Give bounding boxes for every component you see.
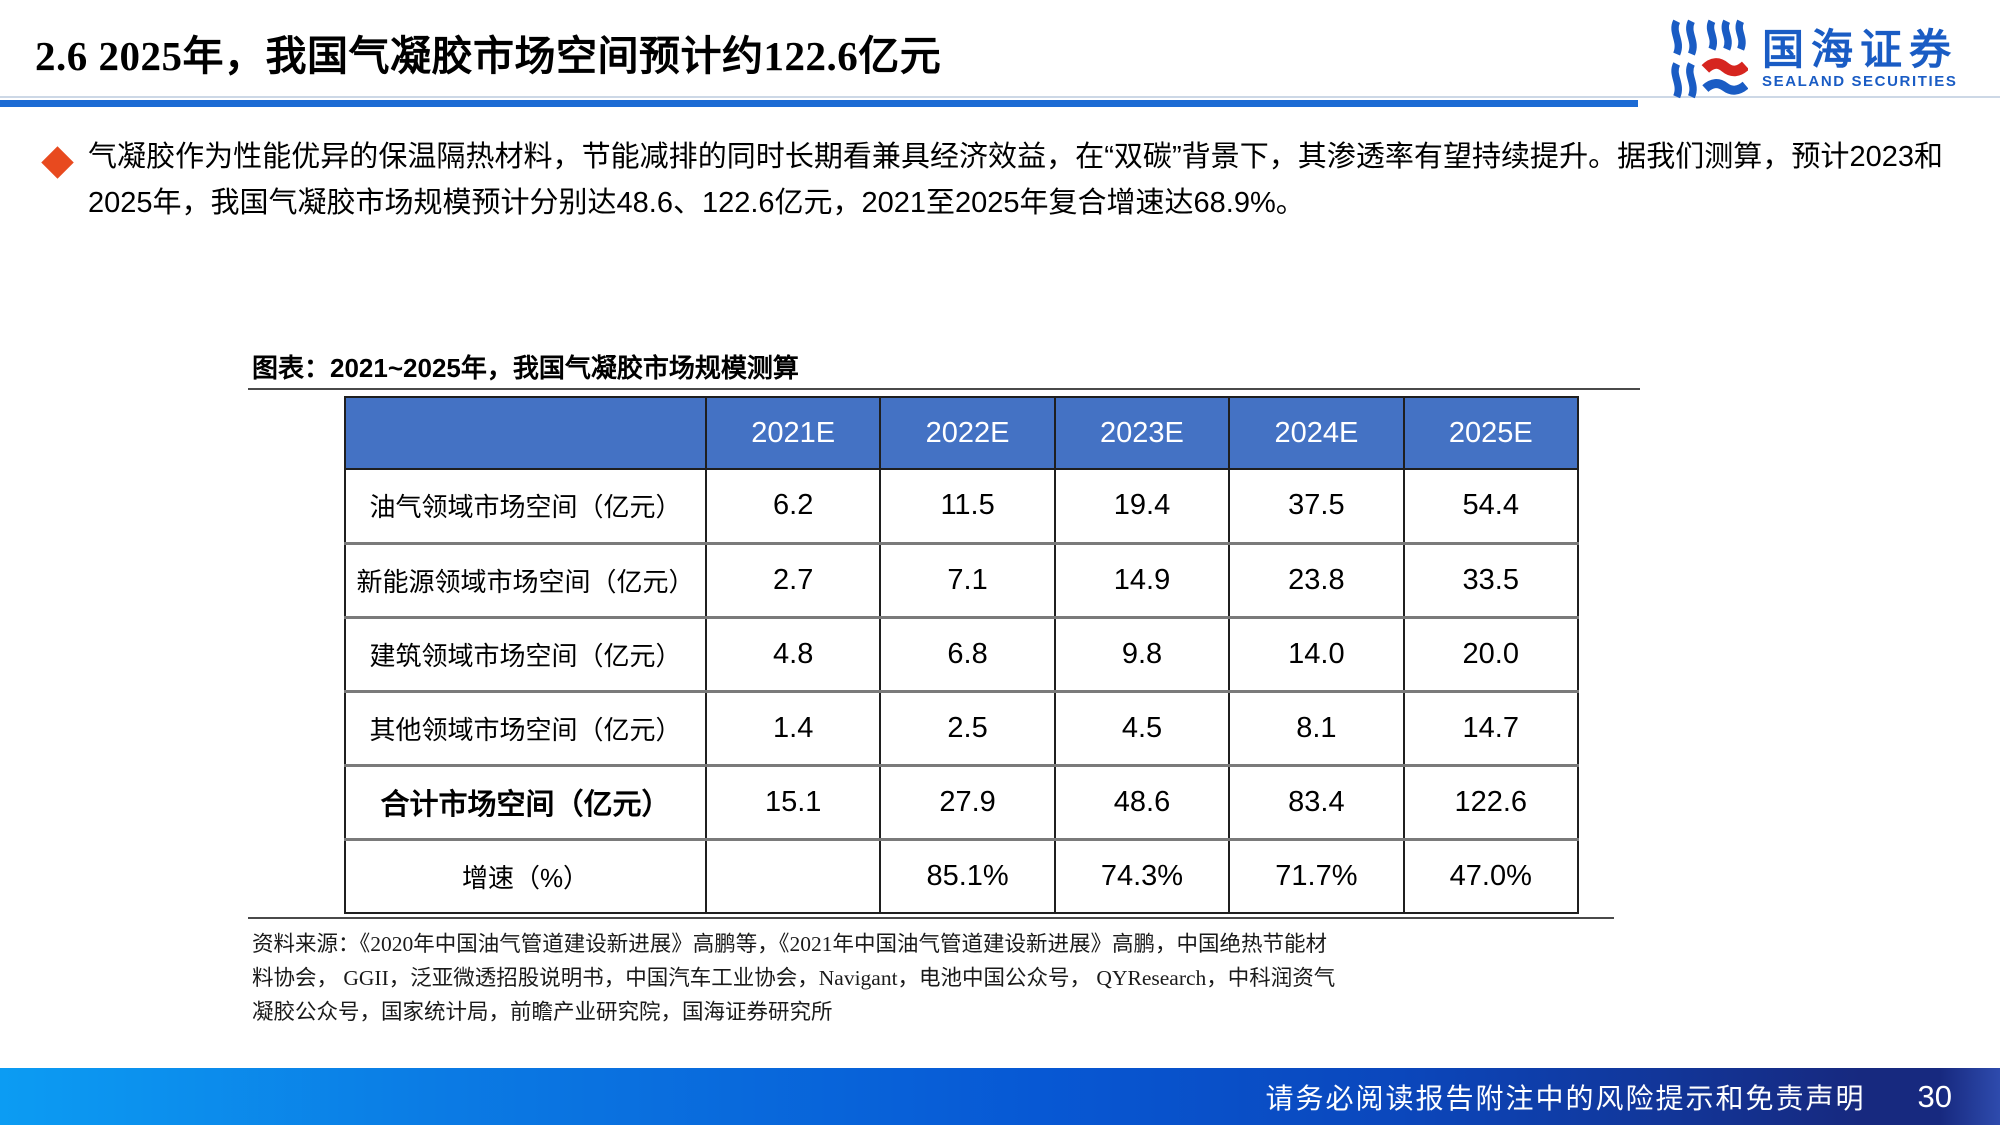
row-label: 合计市场空间（亿元） bbox=[380, 789, 671, 821]
table-row: 其他领域市场空间（亿元） 1.4 2.5 4.5 8.1 14.7 bbox=[345, 691, 1578, 765]
table-cell: 71.7% bbox=[1228, 839, 1404, 913]
table-cell: 48.6 bbox=[1053, 765, 1230, 839]
row-label: 建筑领域市场空间（亿元） bbox=[369, 640, 682, 671]
year-column-header: 2024E bbox=[1228, 397, 1404, 469]
table-cell: 83.4 bbox=[1228, 765, 1404, 839]
market-size-table: 2021E 2022E 2023E 2024E 2025E 油气领域市场空间（亿元） 6.… bbox=[344, 396, 1579, 914]
table-cell: 14.0 bbox=[1228, 617, 1404, 691]
chart-caption: 图表：2021~2025年，我国气凝胶市场规模测算 bbox=[252, 353, 799, 383]
source-line: 凝胶公众号，国家统计局，前瞻产业研究院，国海证券研究所 bbox=[252, 999, 833, 1024]
table-cell: 11.5 bbox=[879, 469, 1055, 543]
table-cell: 2.7 bbox=[704, 543, 881, 617]
caption-rule bbox=[248, 388, 1640, 390]
table-cell: 14.9 bbox=[1053, 543, 1230, 617]
row-label: 新能源领域市场空间（亿元） bbox=[356, 566, 695, 597]
summary-paragraph: 气凝胶作为性能优异的保温隔热材料，节能减排的同时长期看兼具经济效益，在“双碳”背… bbox=[88, 141, 1943, 220]
table-cell: 8.1 bbox=[1228, 691, 1404, 765]
table-row: 建筑领域市场空间（亿元） 4.8 6.8 9.8 14.0 20.0 bbox=[345, 617, 1578, 691]
table-body: 油气领域市场空间（亿元） 6.2 11.5 19.4 37.5 54.4 新能源领域市场空间… bbox=[345, 469, 1578, 913]
table-cell: 7.1 bbox=[879, 543, 1055, 617]
row-label: 增速（%） bbox=[461, 862, 590, 893]
company-logo: 国海证券 SEALAND SECURITIES bbox=[1666, 18, 1958, 100]
table-corner-cell bbox=[345, 397, 706, 469]
table-cell: 54.4 bbox=[1402, 469, 1578, 543]
table-row: 合计市场空间（亿元） 15.1 27.9 48.6 83.4 122.6 bbox=[345, 765, 1578, 839]
table-cell: 4.8 bbox=[704, 617, 881, 691]
row-label: 其他领域市场空间（亿元） bbox=[369, 714, 682, 745]
table-cell: 33.5 bbox=[1402, 543, 1578, 617]
table-cell: 19.4 bbox=[1053, 469, 1230, 543]
table-cell: 27.9 bbox=[879, 765, 1055, 839]
table-cell: 20.0 bbox=[1402, 617, 1578, 691]
table-row: 新能源领域市场空间（亿元） 2.7 7.1 14.9 23.8 33.5 bbox=[345, 543, 1578, 617]
table-cell: 47.0% bbox=[1402, 839, 1578, 913]
page-title: 2.6 2025年，我国气凝胶市场空间预计约122.6亿元 bbox=[35, 33, 942, 79]
source-rule bbox=[248, 917, 1614, 919]
table-cell bbox=[704, 839, 881, 913]
source-line: 资料来源：《2020年中国油气管道建设新进展》高鹏等，《2021年中国油气管道建… bbox=[252, 932, 1328, 956]
table-cell: 23.8 bbox=[1228, 543, 1404, 617]
row-label: 油气领域市场空间（亿元） bbox=[369, 492, 682, 523]
diamond-bullet-icon bbox=[41, 146, 74, 179]
source-line: 料协会， GGII，泛亚微透招股说明书，中国汽车工业协会，Navigant，电池… bbox=[252, 965, 1336, 990]
table-row: 增速（%） 85.1% 74.3% 71.7% 47.0% bbox=[345, 839, 1578, 913]
logo-name-en: SEALAND SECURITIES bbox=[1761, 72, 1958, 90]
table-cell: 15.1 bbox=[704, 765, 881, 839]
title-rule-blue bbox=[0, 100, 1638, 107]
table-header-row: 2021E 2022E 2023E 2024E 2025E bbox=[345, 397, 1578, 469]
table-cell: 6.8 bbox=[879, 617, 1055, 691]
table-cell: 6.2 bbox=[704, 469, 881, 543]
table-cell: 37.5 bbox=[1228, 469, 1404, 543]
page-number: 30 bbox=[1917, 1078, 1952, 1114]
year-column-header: 2025E bbox=[1402, 397, 1578, 469]
table-cell: 9.8 bbox=[1053, 617, 1230, 691]
title-rule-light bbox=[0, 96, 2000, 98]
footer-bar: 请务必阅读报告附注中的风险提示和免责声明 30 bbox=[0, 1068, 2000, 1125]
table-cell: 4.5 bbox=[1053, 691, 1230, 765]
sealand-logo-icon bbox=[1671, 19, 1748, 99]
year-column-header: 2021E bbox=[704, 397, 881, 469]
table-cell: 2.5 bbox=[879, 691, 1055, 765]
year-column-header: 2022E bbox=[879, 397, 1055, 469]
logo-text: 国海证券 SEALAND SECURITIES bbox=[1761, 26, 1958, 90]
table-cell: 14.7 bbox=[1402, 691, 1578, 765]
table-row: 油气领域市场空间（亿元） 6.2 11.5 19.4 37.5 54.4 bbox=[345, 469, 1578, 543]
footer-disclaimer: 请务必阅读报告附注中的风险提示和免责声明 bbox=[1265, 1082, 1866, 1114]
market-size-table-container: 2021E 2022E 2023E 2024E 2025E 油气领域市场空间（亿元） 6.… bbox=[344, 396, 1579, 914]
table-cell: 122.6 bbox=[1402, 765, 1578, 839]
year-column-header: 2023E bbox=[1053, 397, 1230, 469]
source-text: 资料来源：《2020年中国油气管道建设新进展》高鹏等，《2021年中国油气管道建… bbox=[252, 928, 1632, 1029]
logo-name-cn: 国海证券 bbox=[1761, 26, 1958, 74]
table-cell: 85.1% bbox=[879, 839, 1055, 913]
table-cell: 1.4 bbox=[704, 691, 881, 765]
table-cell: 74.3% bbox=[1053, 839, 1230, 913]
